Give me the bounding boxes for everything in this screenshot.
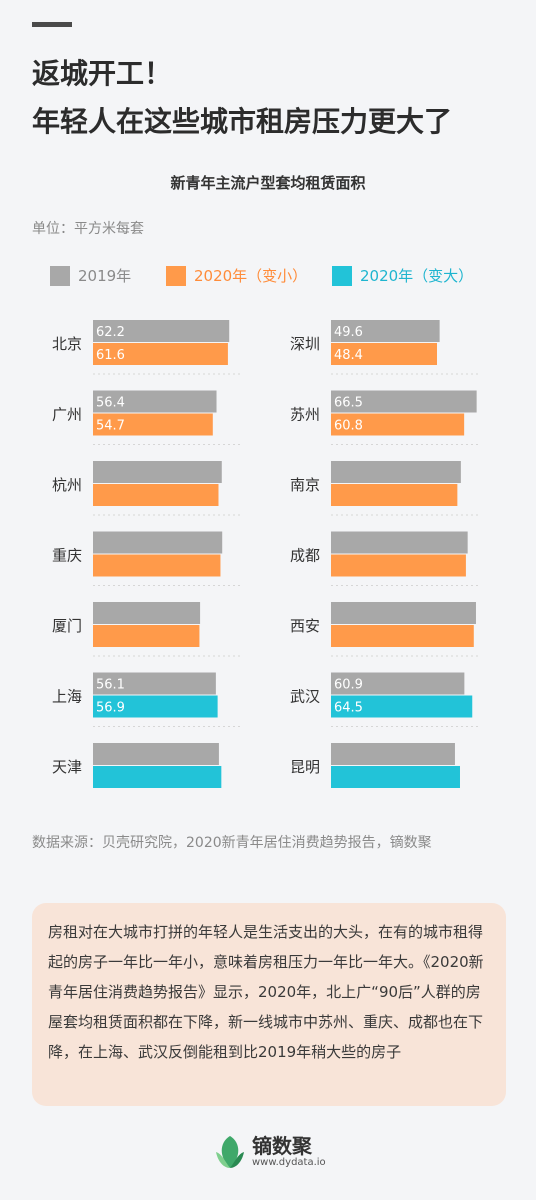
bar-2019: [93, 672, 216, 695]
value-label-2019: 60.9: [334, 678, 363, 693]
city-label: 西安: [290, 617, 320, 635]
city-label: 广州: [52, 406, 82, 424]
bar-2020: [331, 484, 458, 506]
bar-2019: [331, 743, 455, 765]
bar-2019: [331, 602, 476, 624]
value-label-2019: 56.4: [96, 396, 125, 411]
value-label-2019: 62.2: [96, 325, 125, 340]
bar-2020: [331, 625, 474, 647]
city-label: 北京: [52, 335, 82, 353]
brand-url: www.dydata.io: [252, 1157, 326, 1168]
bar-2020: [93, 766, 222, 788]
unit-label: 单位：平方米每套: [32, 221, 144, 237]
city-label: 南京: [290, 476, 320, 494]
city-label: 杭州: [52, 476, 82, 494]
chart-subtitle: 新青年主流户型套均租赁面积: [170, 174, 366, 192]
bar-2020: [93, 554, 221, 577]
value-label-2020: 61.6: [96, 348, 125, 363]
title-accent-bar: [32, 22, 72, 27]
bar-2020: [93, 343, 228, 365]
bar-2019: [331, 672, 465, 695]
data-source: 数据来源：贝壳研究院，2020新青年居住消费趋势报告，镝数聚: [32, 835, 432, 851]
value-label-2019: 49.6: [334, 325, 363, 340]
commentary-box: 房租对在大城市打拼的年轻人是生活支出的大头，在有的城市租得起的房子一年比一年小，…: [32, 903, 506, 1106]
city-label: 厦门: [52, 617, 82, 635]
city-label: 深圳: [290, 335, 320, 353]
bar-2020: [331, 343, 437, 365]
bar-2019: [331, 390, 477, 413]
commentary-text: 房租对在大城市打拼的年轻人是生活支出的大头，在有的城市租得起的房子一年比一年小，…: [48, 923, 484, 1061]
legend-label-2019: 2019年: [78, 267, 132, 285]
bar-2020: [93, 413, 213, 436]
bar-2020: [331, 413, 465, 436]
bar-2020: [93, 695, 218, 718]
city-label: 上海: [52, 688, 82, 706]
bar-2020: [93, 625, 200, 647]
city-label: 武汉: [290, 688, 320, 706]
city-label: 苏州: [290, 406, 320, 424]
value-label-2020: 64.5: [334, 701, 363, 716]
legend-label-2020-smaller: 2020年（变小）: [194, 267, 308, 285]
legend-swatch-2019: [50, 266, 70, 286]
bar-2019: [331, 461, 461, 483]
page-title-line2: 年轻人在这些城市租房压力更大了: [32, 105, 453, 138]
legend-label-2020-larger: 2020年（变大）: [360, 267, 474, 285]
bar-2019: [93, 320, 230, 342]
value-label-2020: 54.7: [96, 419, 125, 434]
value-label-2020: 48.4: [334, 348, 363, 363]
bar-2019: [93, 743, 219, 765]
bar-2020: [331, 695, 473, 718]
legend-swatch-2020-larger: [332, 266, 352, 286]
brand-name: 镝数聚: [252, 1134, 312, 1158]
value-label-2019: 66.5: [334, 396, 363, 411]
bar-2020: [93, 484, 219, 506]
bar-2020: [331, 554, 466, 577]
bar-2019: [93, 461, 222, 483]
bar-2019: [331, 320, 440, 342]
bar-2019: [93, 390, 217, 413]
city-label: 天津: [52, 758, 82, 776]
page-title-line1: 返城开工！: [32, 57, 173, 90]
bar-2020: [331, 766, 460, 788]
value-label-2020: 56.9: [96, 701, 125, 716]
brand-logo: 镝数聚 www.dydata.io: [212, 1130, 352, 1176]
city-label: 重庆: [52, 547, 82, 565]
bar-2019: [93, 602, 201, 624]
value-label-2020: 60.8: [334, 419, 363, 434]
city-label: 成都: [290, 547, 320, 565]
city-label: 昆明: [290, 758, 320, 776]
bar-2019: [331, 531, 468, 554]
bar-2019: [93, 531, 223, 554]
legend-swatch-2020-smaller: [166, 266, 186, 286]
value-label-2019: 56.1: [96, 678, 125, 693]
leaf-icon: [216, 1136, 244, 1168]
